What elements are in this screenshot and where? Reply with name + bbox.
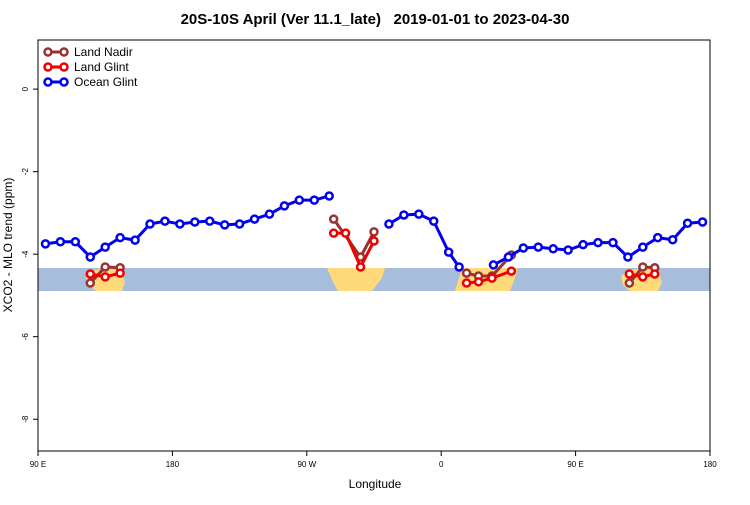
point <box>100 272 110 282</box>
y-axis-label: XCO2 - MLO trend (ppm) <box>1 178 15 313</box>
legend-marker <box>59 77 69 87</box>
chart-title: 20S-10S April (Ver 11.1_late) 2019-01-01… <box>181 11 570 28</box>
point <box>369 236 379 246</box>
point <box>324 191 334 201</box>
point <box>309 195 320 205</box>
point <box>384 219 394 229</box>
point <box>488 260 499 270</box>
point <box>340 228 351 238</box>
point <box>563 245 573 255</box>
point <box>100 262 110 272</box>
point <box>234 219 245 229</box>
point <box>428 216 439 226</box>
point <box>649 269 660 279</box>
point <box>638 262 648 272</box>
point <box>70 237 81 247</box>
legend-marker <box>59 62 69 72</box>
point <box>190 217 200 227</box>
point <box>608 237 618 248</box>
y-tick-label: -8 <box>21 415 30 423</box>
point <box>682 218 693 228</box>
point <box>518 243 529 253</box>
point <box>115 232 125 243</box>
point <box>461 278 472 288</box>
point <box>55 237 66 247</box>
point <box>294 195 305 205</box>
legend-marker <box>43 77 53 87</box>
legend-label: Land Nadir <box>74 45 133 59</box>
point <box>85 278 96 288</box>
point <box>175 219 185 229</box>
legend-marker <box>59 47 69 57</box>
point <box>249 214 260 224</box>
legend-marker <box>43 47 53 57</box>
point <box>638 272 648 282</box>
point <box>503 252 514 262</box>
point <box>454 262 464 272</box>
point <box>624 278 635 288</box>
point <box>473 277 484 287</box>
x-tick-label: 180 <box>703 460 717 469</box>
point <box>100 242 110 252</box>
point <box>443 247 454 257</box>
point <box>219 220 230 230</box>
point <box>593 237 603 248</box>
point <box>264 209 275 219</box>
x-tick-label: 90 E <box>567 460 583 469</box>
point <box>328 228 339 238</box>
point <box>130 235 140 245</box>
point <box>414 209 424 219</box>
point <box>328 214 339 224</box>
point <box>548 244 558 254</box>
point <box>369 227 379 237</box>
x-tick-label: 0 <box>439 460 444 469</box>
point <box>652 232 663 243</box>
point <box>578 239 588 250</box>
x-axis-label: Longitude <box>349 477 402 491</box>
map-strip <box>38 268 710 291</box>
y-tick-label: -2 <box>21 168 30 176</box>
x-tick-label: 180 <box>166 460 180 469</box>
legend-label: Ocean Glint <box>74 75 138 89</box>
point <box>85 269 96 279</box>
point <box>461 268 472 278</box>
point <box>624 269 635 279</box>
point <box>160 216 170 226</box>
point <box>145 219 155 229</box>
point <box>115 268 125 278</box>
x-tick-label: 90 E <box>30 460 46 469</box>
point <box>506 266 517 276</box>
legend-marker <box>43 62 53 72</box>
point <box>355 262 366 272</box>
point <box>40 239 51 249</box>
point <box>667 234 678 245</box>
point <box>638 242 648 252</box>
point <box>85 252 96 262</box>
point <box>204 216 215 226</box>
point <box>533 242 544 252</box>
legend-label: Land Glint <box>74 60 129 74</box>
point <box>399 210 409 220</box>
y-tick-label: 0 <box>21 86 30 91</box>
point <box>487 273 497 283</box>
y-tick-label: -4 <box>21 250 30 258</box>
point <box>279 201 290 211</box>
point <box>697 217 708 227</box>
plot-frame <box>37 39 711 452</box>
y-tick-label: -6 <box>21 333 30 341</box>
x-tick-label: 90 W <box>297 460 316 469</box>
point <box>623 252 633 262</box>
